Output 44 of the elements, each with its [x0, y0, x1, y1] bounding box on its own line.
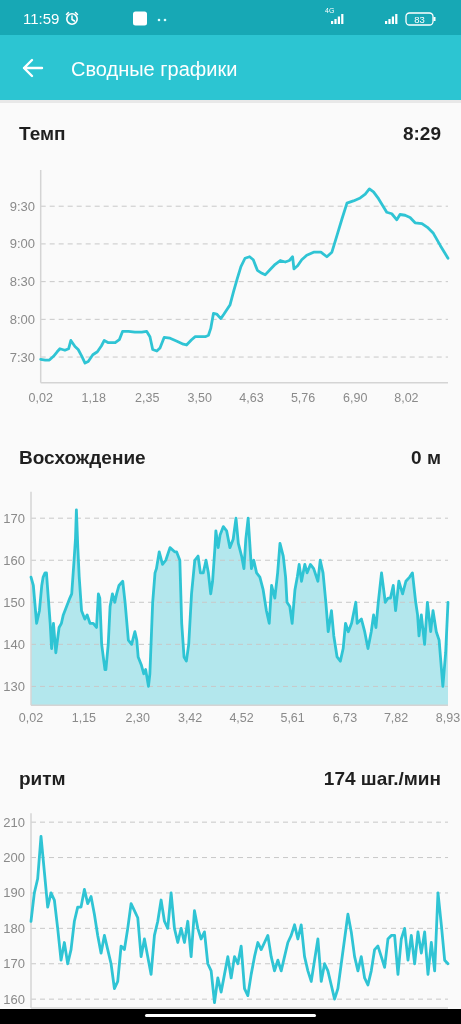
y-tick-label: 210	[3, 814, 25, 830]
text: 11:59	[23, 10, 60, 27]
x-tick-label: 0,02	[18, 711, 44, 725]
text: 83	[414, 13, 425, 25]
x-tick-label: 5,61	[280, 711, 305, 725]
x-tick-label: 4,63	[239, 391, 264, 405]
x-tick-label: 8,93	[435, 711, 461, 725]
y-tick-label: 190	[3, 885, 25, 901]
y-tick-label: 9:00	[9, 236, 35, 252]
y-tick-label: 180	[3, 920, 25, 936]
y-tick-label: 160	[3, 991, 25, 1007]
chart-title: ритм	[19, 768, 66, 789]
x-tick-label: 8,02	[394, 391, 419, 405]
y-tick-label: 8:30	[9, 274, 35, 290]
y-tick-label: 7:30	[9, 349, 35, 365]
chart-subtitle: 174 шаг./мин	[323, 768, 441, 789]
y-tick-label: 130	[3, 678, 25, 694]
x-tick-label: 0,02	[28, 391, 53, 405]
y-tick-label: 8:00	[9, 311, 35, 327]
x-tick-label: 3,50	[187, 391, 212, 405]
chart-title: Восхождение	[19, 447, 146, 468]
x-tick-label: 7,82	[383, 711, 409, 725]
x-tick-label: 4,52	[229, 711, 254, 725]
y-tick-label: 9:30	[9, 198, 35, 214]
x-tick-label: 1,18	[81, 391, 106, 405]
y-tick-label: 170	[3, 956, 25, 972]
line-series	[29, 834, 450, 1005]
x-tick-label: 5,76	[290, 391, 316, 405]
chart-subtitle: 0 м	[411, 447, 441, 468]
x-tick-label: 3,42	[177, 711, 203, 725]
text: Сводные графики	[71, 58, 238, 80]
x-tick-label: 2,35	[135, 391, 160, 405]
y-tick-label: 200	[3, 850, 25, 866]
x-tick-label: 1,15	[71, 711, 97, 725]
line-series	[39, 187, 450, 365]
x-tick-label: 6,90	[343, 391, 368, 405]
chart-subtitle: 8:29	[402, 123, 441, 144]
y-tick-label: 140	[3, 636, 25, 652]
y-tick-label: 170	[3, 510, 25, 526]
x-tick-label: 6,73	[332, 711, 358, 725]
x-tick-label: 2,30	[125, 711, 150, 725]
chart-title: Темп	[19, 123, 66, 144]
y-tick-label: 150	[3, 594, 25, 610]
y-tick-label: 160	[3, 552, 25, 568]
